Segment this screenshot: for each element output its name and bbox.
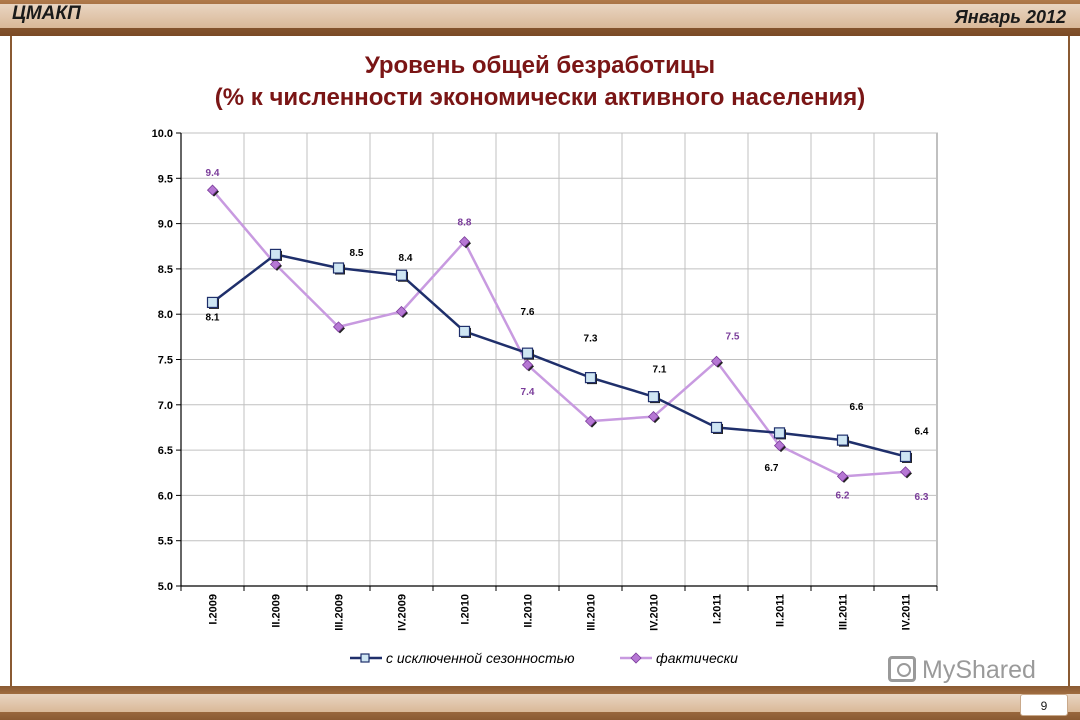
point-actual: [458, 236, 471, 248]
data-label-actual: 6.2: [836, 490, 850, 501]
point-actual: [332, 321, 345, 333]
data-label-actual: 7.4: [521, 387, 535, 398]
data-label-seasonal: 7.1: [653, 365, 667, 376]
x-tick-label: III.2010: [586, 594, 598, 631]
point-seasonal: [395, 269, 408, 281]
data-label-seasonal: 8.1: [206, 312, 220, 323]
watermark-text: MyShared: [922, 656, 1036, 684]
presentation-icon: [888, 656, 916, 682]
point-seasonal: [269, 248, 282, 261]
y-tick-label: 9.0: [158, 219, 173, 231]
point-actual: [206, 184, 219, 196]
point-seasonal: [206, 296, 219, 309]
x-tick-label: III.2009: [334, 594, 346, 631]
data-label-actual: 6.3: [915, 492, 929, 503]
data-label-seasonal: 8.4: [399, 253, 413, 264]
data-label-seasonal: 8.5: [350, 248, 364, 259]
data-label-actual: 7.5: [726, 331, 740, 342]
chart-series: [206, 184, 912, 483]
y-tick-label: 9.5: [158, 173, 173, 185]
series-line-actual: [211, 189, 906, 478]
point-actual: [773, 440, 786, 452]
x-tick-label: I.2010: [460, 594, 472, 625]
point-actual: [584, 415, 597, 427]
point-seasonal: [710, 421, 723, 434]
x-tick-label: I.2011: [712, 594, 724, 624]
legend-label-actual: фактически: [656, 650, 738, 666]
chart-labels: 8.1 8.5 8.4 7.6 7.3 7.1 6.7 6.6 6.4 9.4 8.8 7.4 7.5 6…: [206, 168, 929, 503]
footer-band: [0, 686, 1080, 720]
y-tick-label: 6.5: [158, 445, 173, 457]
data-label-seasonal: 7.6: [521, 307, 535, 318]
data-label-seasonal: 6.6: [850, 402, 864, 413]
data-label-actual: 9.4: [206, 168, 220, 179]
x-tick-label: II.2011: [775, 594, 787, 627]
organization-name: ЦМАКП: [12, 3, 81, 24]
point-actual: [836, 470, 849, 482]
data-label-seasonal: 6.7: [765, 463, 779, 474]
point-actual: [899, 466, 912, 478]
x-tick-label: IV.2011: [901, 594, 913, 630]
x-tick-label: III.2011: [838, 594, 850, 630]
point-seasonal: [521, 347, 534, 359]
point-seasonal: [647, 391, 660, 403]
x-tick-label: IV.2009: [397, 594, 409, 631]
chart-axes: 5.0 5.5 6.0 6.5 7.0 7.5 8.0 8.5 9.0 9.5 10.0 I.2009…: [152, 128, 938, 631]
header-band: ЦМАКП Январь 2012: [0, 0, 1080, 36]
y-tick-label: 7.0: [158, 400, 173, 412]
series-line-seasonal: [211, 253, 906, 458]
x-tick-label: I.2009: [208, 594, 220, 625]
point-actual: [710, 355, 723, 367]
chart-subtitle: (% к численности экономически активного …: [214, 84, 866, 111]
point-actual: [269, 258, 282, 270]
y-tick-label: 5.0: [158, 581, 173, 593]
data-label-actual: 8.8: [458, 218, 472, 229]
point-seasonal: [458, 325, 471, 338]
slide-date: Январь 2012: [954, 7, 1066, 27]
legend-label-seasonal: с исключенной сезонностью: [386, 650, 575, 666]
point-seasonal: [773, 427, 786, 439]
point-seasonal: [836, 434, 849, 446]
y-tick-label: 10.0: [152, 128, 173, 140]
header-bar: [0, 4, 1080, 28]
x-tick-label: II.2010: [523, 594, 535, 628]
page-number: 9: [1020, 694, 1068, 716]
y-tick-label: 7.5: [158, 355, 173, 367]
point-actual: [395, 305, 408, 318]
legend-marker-seasonal: [360, 653, 370, 663]
chart-grid: [180, 132, 938, 587]
watermark: MyShared: [888, 656, 1036, 690]
footer-bar: [0, 694, 1080, 712]
chart-title: Уровень общей безработицы: [364, 52, 716, 79]
y-tick-label: 8.0: [158, 309, 173, 321]
point-seasonal: [899, 450, 912, 463]
legend-marker-actual: [630, 652, 642, 664]
chart-legend: с исключенной сезонностью фактически: [350, 650, 738, 666]
x-tick-label: II.2009: [271, 594, 283, 628]
point-actual: [521, 359, 534, 371]
y-tick-label: 8.5: [158, 264, 173, 276]
x-tick-label: IV.2010: [649, 594, 661, 631]
point-seasonal: [332, 262, 345, 274]
point-actual: [647, 411, 660, 423]
y-tick-label: 5.5: [158, 536, 173, 548]
data-label-seasonal: 6.4: [915, 426, 929, 437]
point-seasonal: [584, 372, 597, 384]
y-tick-label: 6.0: [158, 490, 173, 502]
data-label-seasonal: 7.3: [584, 334, 598, 345]
